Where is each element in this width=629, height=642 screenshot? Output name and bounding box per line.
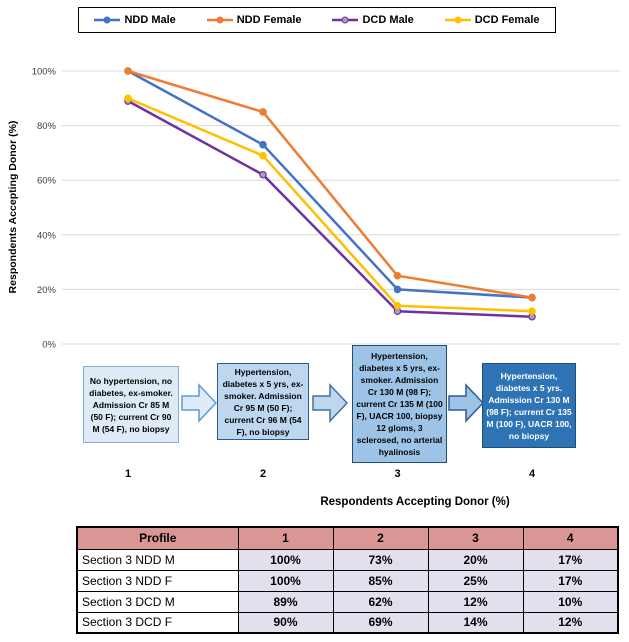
x-tick-label-3: 3: [394, 468, 401, 480]
data-point: [259, 151, 267, 160]
value-cell: 25%: [427, 569, 524, 592]
x-tick-label-4: 4: [528, 468, 536, 480]
table-header-row: Profile 1 2 3 4: [76, 526, 619, 550]
legend-label: DCD Male: [362, 14, 414, 26]
data-point: [528, 293, 536, 302]
table-header-cell: 2: [332, 526, 429, 550]
value-cell: 17%: [522, 569, 619, 592]
y-tick-label: 80%: [37, 121, 57, 132]
scenario-box-3: Hypertension, diabetes x 5 yrs, ex-smoke…: [352, 345, 447, 463]
scenario-box-4: Hypertension, diabetes x 5 yrs. Admissio…: [482, 363, 576, 448]
value-cell: 100%: [237, 548, 334, 571]
series-line-ndd-female: [127, 69, 533, 299]
legend-marker-icon: [444, 16, 471, 24]
y-axis-title: Respondents Accepting Donor (%): [7, 120, 19, 294]
value-cell: 10%: [522, 590, 619, 613]
data-point: [259, 140, 267, 149]
legend-label: NDD Female: [236, 14, 302, 26]
results-table: Profile 1 2 3 4 Section 3 NDD M 100% 73% 20% 17%…: [76, 526, 619, 634]
data-point: [124, 67, 132, 75]
value-cell: 17%: [522, 548, 619, 571]
series-line-dcd-female: [127, 97, 533, 313]
value-cell: 69%: [332, 611, 429, 634]
value-cell: 90%: [237, 611, 334, 634]
legend-label: NDD Male: [124, 14, 176, 26]
table-row: Section 3 DCD M 89% 62% 12% 10%: [76, 590, 619, 613]
data-point: [393, 285, 402, 294]
legend-item-dcd-female: DCD Female: [444, 14, 540, 26]
legend-marker-icon: [206, 16, 233, 24]
table-row: Section 3 NDD F 100% 85% 25% 17%: [76, 569, 619, 592]
data-point: [393, 271, 402, 280]
x-tick-label-1: 1: [124, 468, 132, 480]
y-tick-label: 20%: [37, 285, 57, 296]
right-arrow-icon: [181, 383, 217, 423]
value-cell: 62%: [332, 590, 429, 613]
legend-marker-icon: [94, 16, 121, 24]
y-tick-label: 100%: [32, 67, 57, 78]
scenario-box-2: Hypertension, diabetes x 5 yrs, ex-smoke…: [217, 363, 309, 440]
x-axis-title: Respondents Accepting Donor (%): [320, 496, 510, 508]
table-row: Section 3 DCD F 90% 69% 14% 12%: [76, 611, 619, 634]
legend-label: DCD Female: [474, 14, 540, 26]
right-arrow-icon: [448, 383, 484, 423]
y-tick-label: 40%: [37, 230, 57, 241]
table-row: Section 3 NDD M 100% 73% 20% 17%: [76, 548, 619, 571]
data-point: [124, 94, 132, 103]
right-arrow-icon: [312, 383, 348, 423]
value-cell: 100%: [237, 569, 334, 592]
profile-cell: Section 3 DCD M: [76, 590, 239, 613]
value-cell: 20%: [427, 548, 524, 571]
data-point: [528, 307, 536, 316]
table-header-cell: Profile: [76, 526, 239, 550]
line-chart: 0% 20% 40% 60% 80% 100%: [32, 67, 620, 351]
value-cell: 85%: [332, 569, 429, 592]
value-cell: 12%: [427, 590, 524, 613]
data-point: [393, 301, 402, 310]
profile-cell: Section 3 DCD F: [76, 611, 239, 634]
legend-item-ndd-female: NDD Female: [206, 14, 302, 26]
legend-item-dcd-male: DCD Male: [332, 14, 414, 26]
profile-cell: Section 3 NDD F: [76, 569, 239, 592]
x-tick-label-2: 2: [259, 468, 267, 480]
scenario-box-1: No hypertension, no diabetes, ex-smoker.…: [83, 366, 179, 443]
value-cell: 89%: [237, 590, 334, 613]
chart-legend: NDD Male NDD Female DCD Male DCD Female: [78, 7, 556, 33]
table-header-cell: 4: [522, 526, 619, 550]
table-header-cell: 3: [427, 526, 524, 550]
y-tick-label: 0%: [42, 340, 56, 351]
data-point: [259, 170, 267, 179]
table-header-cell: 1: [237, 526, 334, 550]
series-line-dcd-male: [127, 99, 533, 318]
series-line-ndd-male: [127, 69, 533, 299]
value-cell: 12%: [522, 611, 619, 634]
value-cell: 73%: [332, 548, 429, 571]
data-point: [259, 108, 267, 116]
y-tick-label: 60%: [37, 176, 57, 187]
legend-marker-icon: [332, 16, 359, 24]
value-cell: 14%: [427, 611, 524, 634]
legend-item-ndd-male: NDD Male: [94, 14, 176, 26]
profile-cell: Section 3 NDD M: [76, 548, 239, 571]
